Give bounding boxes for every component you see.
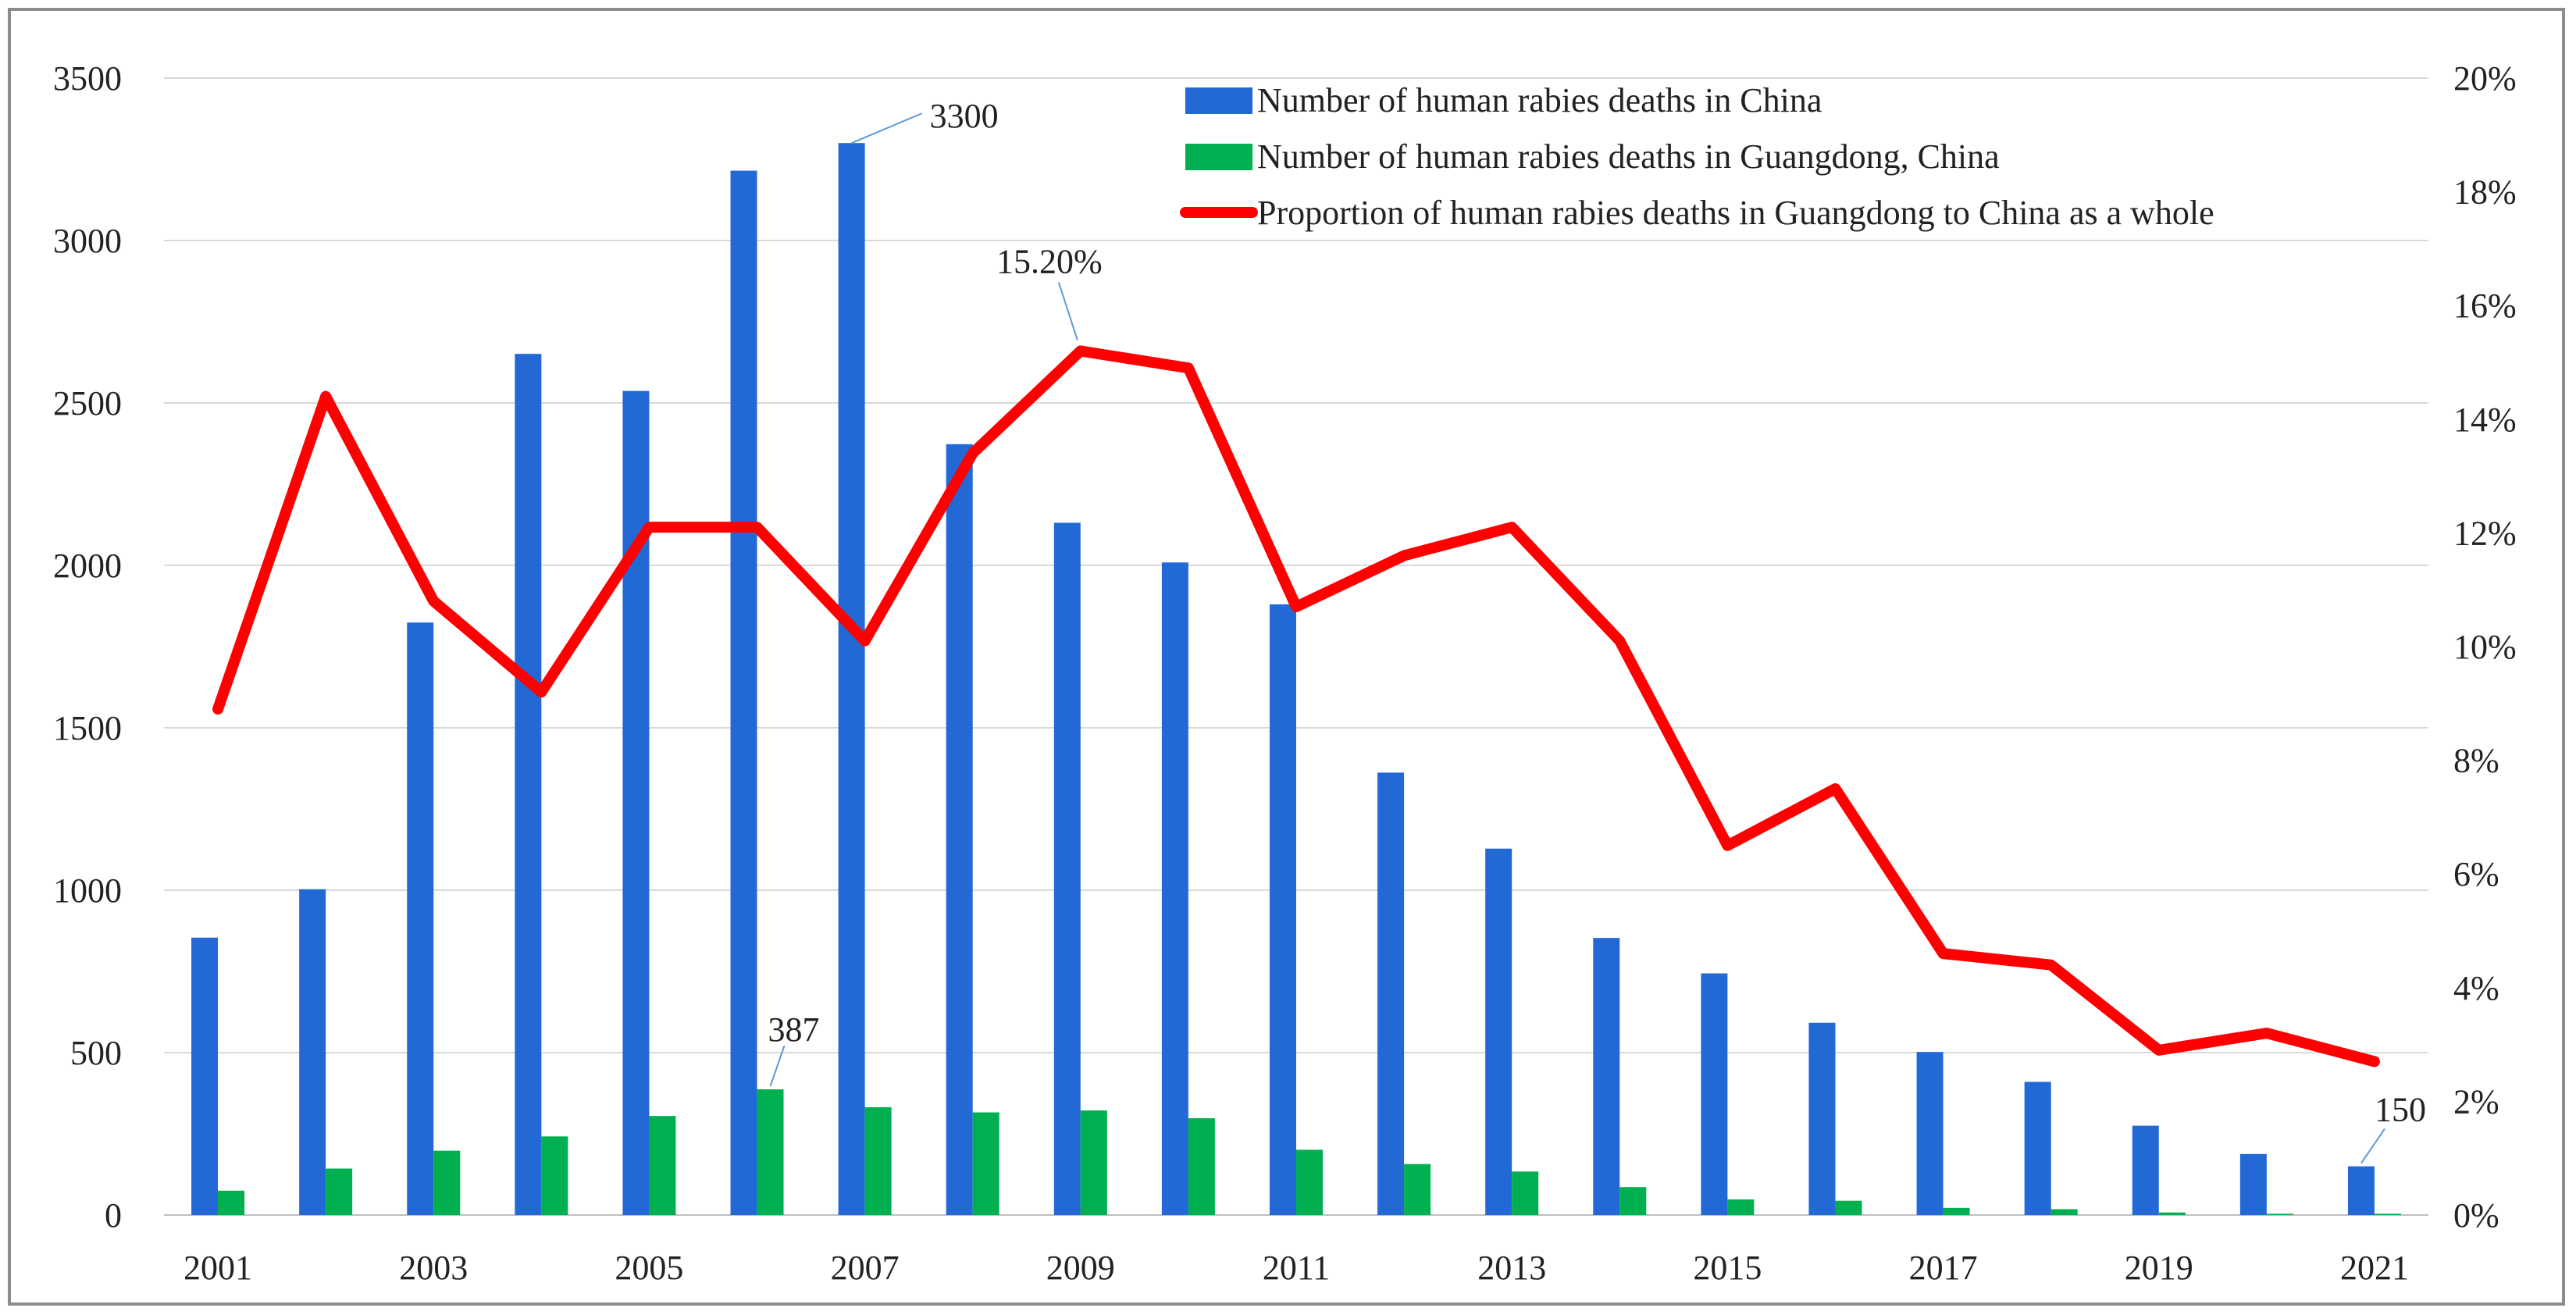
legend-label: Number of human rabies deaths in Guangdo… (1257, 137, 2000, 176)
bar-china (2239, 1153, 2267, 1215)
bar-guangdong (541, 1136, 568, 1215)
y-right-tick-label: 12% (2453, 514, 2517, 552)
proportion-line (212, 345, 2380, 1067)
bar-guangdong (1943, 1207, 1970, 1215)
bar-guangdong (1835, 1200, 1862, 1215)
bar-china (730, 170, 757, 1215)
legend-label: Number of human rabies deaths in China (1257, 81, 1822, 119)
x-axis-ticks: 2001 2003 2005 2007 2009 2011 2013 2015 2017 2019… (183, 1249, 2409, 1287)
bar-china (1377, 772, 1405, 1215)
x-tick-label: 2007 (831, 1249, 900, 1287)
right-axis-ticks: 0% 2% 4% 6% 8% 10% 12% 14% 16% 18% 20% (2453, 59, 2517, 1235)
bar-china (299, 889, 326, 1215)
bar-guangdong (1080, 1110, 1107, 1215)
annotations: 3300 387 15.20% 150 (768, 97, 2426, 1164)
legend-swatch (1185, 144, 1252, 170)
annotation-leader (851, 112, 923, 144)
x-tick-label: 2005 (615, 1249, 683, 1287)
x-tick-label: 2011 (1263, 1249, 1330, 1287)
annotation-label: 150 (2375, 1091, 2426, 1129)
bar-guangdong (972, 1112, 999, 1215)
bar-guangdong (218, 1190, 245, 1215)
line-series (212, 345, 2380, 1067)
left-axis-ticks: 0 500 1000 1500 2000 2500 3000 3500 (53, 59, 122, 1235)
x-tick-label: 2001 (183, 1249, 252, 1287)
y-left-tick-label: 3000 (53, 222, 122, 260)
x-tick-label: 2003 (399, 1249, 468, 1287)
annotation-leader (1057, 282, 1078, 340)
bar-series (191, 143, 2401, 1216)
bar-china (515, 354, 542, 1216)
bar-china (2347, 1166, 2375, 1215)
y-right-tick-label: 10% (2453, 628, 2517, 666)
bar-guangdong (326, 1168, 353, 1215)
bar-guangdong (2050, 1209, 2078, 1215)
y-right-tick-label: 18% (2453, 173, 2517, 212)
bar-china (2024, 1082, 2051, 1215)
legend: Number of human rabies deaths in China Nu… (1180, 81, 2214, 232)
bar-guangdong (1404, 1164, 1431, 1215)
y-left-tick-label: 2500 (53, 384, 122, 422)
bar-guangdong (649, 1116, 676, 1215)
y-right-tick-label: 16% (2453, 287, 2517, 325)
y-right-tick-label: 6% (2453, 855, 2499, 893)
bar-guangdong (757, 1089, 784, 1215)
y-left-tick-label: 3500 (53, 59, 122, 98)
y-right-tick-label: 14% (2453, 401, 2517, 439)
annotation-label: 3300 (930, 97, 999, 135)
x-tick-label: 2015 (1693, 1249, 1762, 1287)
y-left-tick-label: 1500 (53, 709, 122, 747)
bar-china (946, 444, 973, 1215)
x-tick-label: 2021 (2340, 1249, 2409, 1287)
bar-guangdong (2266, 1213, 2293, 1215)
bar-china (2132, 1125, 2159, 1215)
bar-guangdong (433, 1150, 461, 1215)
bar-china (1053, 522, 1081, 1215)
bar-guangdong (2374, 1213, 2401, 1215)
legend-swatch (1185, 87, 1252, 114)
annotation-leader (2360, 1128, 2385, 1164)
annotation-label: 15.20% (996, 242, 1103, 280)
annotation-leader (769, 1045, 786, 1087)
bar-guangdong (1512, 1171, 1539, 1215)
bar-china (1808, 1022, 1836, 1215)
bar-china (1701, 973, 1728, 1215)
bar-china (1270, 604, 1296, 1215)
bar-guangdong (1727, 1199, 1755, 1215)
bar-china (191, 937, 219, 1215)
y-left-tick-label: 2000 (53, 547, 122, 585)
bar-china (1593, 938, 1620, 1215)
bar-china (622, 390, 650, 1215)
y-right-tick-label: 4% (2453, 969, 2499, 1007)
bar-guangdong (2158, 1212, 2186, 1215)
y-left-tick-label: 0 (105, 1196, 122, 1235)
x-tick-label: 2017 (1909, 1249, 1978, 1287)
bar-guangdong (1296, 1149, 1323, 1215)
bar-china (407, 622, 434, 1215)
bar-china (1161, 562, 1188, 1215)
x-tick-label: 2019 (2125, 1249, 2193, 1287)
bar-guangdong (1619, 1187, 1647, 1215)
y-right-tick-label: 20% (2453, 59, 2517, 98)
bar-guangdong (1188, 1118, 1215, 1215)
x-tick-label: 2009 (1046, 1249, 1115, 1287)
y-right-tick-label: 8% (2453, 742, 2499, 780)
bar-china (1916, 1052, 1944, 1215)
x-tick-label: 2013 (1477, 1249, 1546, 1287)
y-left-tick-label: 500 (70, 1034, 122, 1072)
y-right-tick-label: 2% (2453, 1082, 2499, 1121)
y-left-tick-label: 1000 (53, 871, 122, 910)
bar-china (838, 143, 865, 1216)
bar-guangdong (864, 1107, 892, 1215)
legend-label: Proportion of human rabies deaths in Gua… (1257, 194, 2214, 232)
annotation-label: 387 (768, 1010, 820, 1049)
y-right-tick-label: 0% (2453, 1196, 2499, 1235)
bar-china (1485, 848, 1512, 1215)
